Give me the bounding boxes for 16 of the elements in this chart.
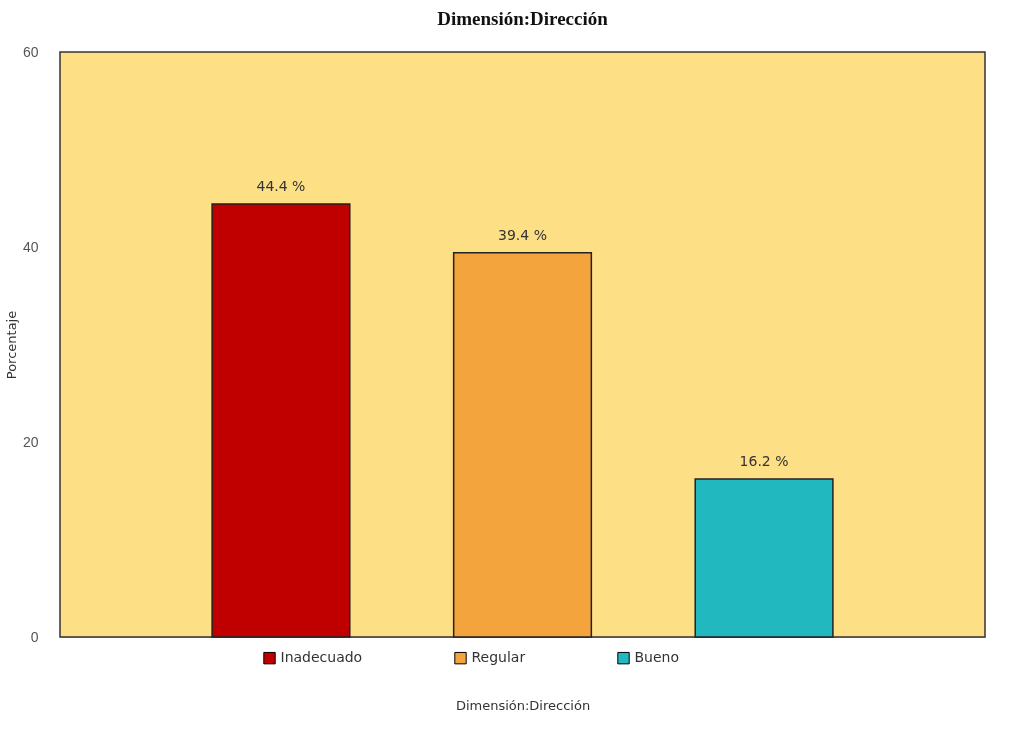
y-tick-label: 0 [30,628,39,645]
chart-title: Dimensión:Dirección [437,8,609,29]
legend-label: Bueno [634,649,680,666]
y-tick-label: 40 [22,238,39,255]
y-tick-label: 20 [22,433,39,450]
data-label: 39.4 % [498,226,547,243]
bar [694,478,834,638]
x-axis-title: Dimensión:Dirección [455,697,591,713]
legend-label: Inadecuado [280,649,363,666]
bar [452,252,593,638]
y-tick-label: 60 [22,43,39,60]
data-label: 16.2 % [739,453,789,470]
y-axis-title: Porcentaje [3,310,19,380]
bar [211,203,351,638]
data-label: 44.4 % [256,178,306,195]
legend-label: Regular [471,649,526,666]
